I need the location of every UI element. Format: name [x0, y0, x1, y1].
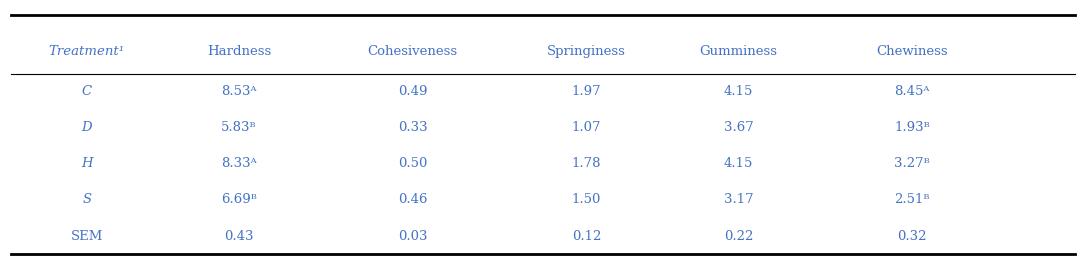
Text: 1.07: 1.07	[571, 121, 602, 134]
Text: 8.45ᴬ: 8.45ᴬ	[895, 85, 930, 98]
Text: D: D	[81, 121, 92, 134]
Text: 1.50: 1.50	[571, 194, 602, 206]
Text: 0.32: 0.32	[897, 230, 927, 243]
Text: Treatment¹: Treatment¹	[49, 45, 125, 58]
Text: 3.27ᴮ: 3.27ᴮ	[895, 157, 930, 170]
Text: 3.17: 3.17	[723, 194, 754, 206]
Text: Gumminess: Gumminess	[699, 45, 778, 58]
Text: 0.46: 0.46	[397, 194, 428, 206]
Text: 0.03: 0.03	[397, 230, 428, 243]
Text: 6.69ᴮ: 6.69ᴮ	[220, 194, 257, 206]
Text: SEM: SEM	[71, 230, 103, 243]
Text: H: H	[81, 157, 92, 170]
Text: Hardness: Hardness	[206, 45, 272, 58]
Text: Springiness: Springiness	[547, 45, 626, 58]
Text: 4.15: 4.15	[723, 85, 754, 98]
Text: 1.97: 1.97	[571, 85, 602, 98]
Text: Chewiness: Chewiness	[876, 45, 948, 58]
Text: 2.51ᴮ: 2.51ᴮ	[895, 194, 930, 206]
Text: 1.93ᴮ: 1.93ᴮ	[895, 121, 930, 134]
Text: 4.15: 4.15	[723, 157, 754, 170]
Text: Cohesiveness: Cohesiveness	[368, 45, 457, 58]
Text: 8.33ᴬ: 8.33ᴬ	[222, 157, 256, 170]
Text: 5.83ᴮ: 5.83ᴮ	[222, 121, 256, 134]
Text: 0.22: 0.22	[723, 230, 754, 243]
Text: 0.50: 0.50	[397, 157, 428, 170]
Text: C: C	[81, 85, 92, 98]
Text: 8.53ᴬ: 8.53ᴬ	[222, 85, 256, 98]
Text: 0.12: 0.12	[571, 230, 602, 243]
Text: S: S	[83, 194, 91, 206]
Text: 0.49: 0.49	[397, 85, 428, 98]
Text: 1.78: 1.78	[571, 157, 602, 170]
Text: 3.67: 3.67	[723, 121, 754, 134]
Text: 0.33: 0.33	[397, 121, 428, 134]
Text: 0.43: 0.43	[224, 230, 254, 243]
